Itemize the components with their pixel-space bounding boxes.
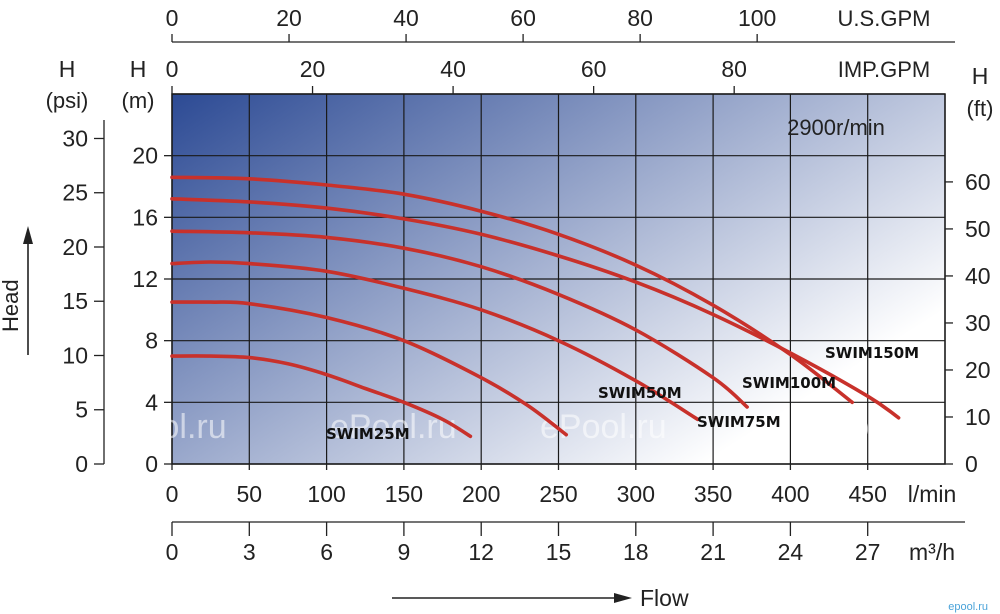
tick-label-ft: 20 (965, 357, 991, 383)
watermark-text: ePool.ru (100, 408, 227, 446)
tick-label-lmin: 200 (462, 481, 500, 507)
tick-label-psi: 25 (62, 180, 88, 206)
tick-label-psi: 10 (62, 342, 88, 368)
curve-swim150m (170, 197, 901, 420)
tick-label-lmin: 300 (617, 481, 655, 507)
tick-label-impgpm: 80 (721, 56, 747, 82)
tick-label-psi: 5 (75, 397, 88, 423)
tick-label-m3h: 15 (546, 539, 572, 565)
tick-label-lmin: 350 (694, 481, 732, 507)
tick-label-usgpm: 0 (166, 5, 179, 31)
head-label: Head (0, 279, 23, 332)
curve-swim100m (170, 229, 749, 409)
tick-label-psi: 30 (62, 125, 88, 151)
tick-label-m: 8 (145, 328, 158, 354)
corner-watermark: epool.ru (948, 601, 988, 613)
tick-label-m3h: 3 (243, 539, 256, 565)
curve-unlabeled-5 (170, 175, 854, 405)
tick-label-m: 0 (145, 451, 158, 477)
series-label-swim75m: SWIM75M (697, 413, 781, 431)
curve-swim25m (170, 354, 473, 439)
tick-label-usgpm: 40 (393, 5, 419, 31)
tick-label-usgpm: 80 (627, 5, 653, 31)
tick-label-lmin: 450 (849, 481, 887, 507)
axis-title-m: H (130, 56, 147, 82)
series-label-swim50m: SWIM50M (598, 384, 682, 402)
tick-label-usgpm: 100 (738, 5, 776, 31)
tick-label-m3h: 0 (166, 539, 179, 565)
tick-label-lmin: 50 (237, 481, 263, 507)
tick-label-ft: 50 (965, 216, 991, 242)
tick-label-usgpm: 60 (510, 5, 536, 31)
tick-label-usgpm: 20 (276, 5, 302, 31)
axis-title-psi: H (59, 56, 76, 82)
tick-label-m3h: 27 (855, 539, 881, 565)
tick-label-impgpm: 20 (300, 56, 326, 82)
tick-label-m3h: 24 (778, 539, 804, 565)
tick-label-m: 16 (132, 204, 158, 230)
tick-label-m: 20 (132, 143, 158, 169)
flow-label: Flow (640, 585, 689, 611)
series-label-swim25m: SWIM25M (326, 425, 410, 443)
curve-swim75m (170, 260, 700, 422)
tick-label-m3h: 12 (468, 539, 494, 565)
axis-unit-m: (m) (122, 88, 155, 113)
tick-label-ft: 40 (965, 263, 991, 289)
speed-label: 2900r/min (787, 115, 885, 140)
tick-label-m: 12 (132, 266, 158, 292)
tick-label-m: 4 (145, 389, 158, 415)
axis-unit-impgpm: IMP.GPM (838, 57, 931, 82)
tick-label-lmin: 400 (771, 481, 809, 507)
tick-label-m3h: 18 (623, 539, 649, 565)
tick-label-psi: 20 (62, 234, 88, 260)
axis-unit-usgpm: U.S.GPM (838, 6, 931, 31)
tick-label-psi: 0 (75, 451, 88, 477)
axis-unit-psi: (psi) (46, 88, 89, 113)
tick-label-m3h: 6 (320, 539, 333, 565)
tick-label-impgpm: 60 (581, 56, 607, 82)
tick-label-ft: 0 (965, 451, 978, 477)
watermark-text: ePool.ru (0, 408, 87, 446)
tick-label-m3h: 21 (700, 539, 726, 565)
flow-arrow-head (614, 593, 632, 603)
watermark-text: ePool.ru (540, 408, 667, 446)
tick-label-psi: 15 (62, 288, 88, 314)
head-arrow-head (23, 226, 33, 244)
tick-label-lmin: 150 (385, 481, 423, 507)
tick-label-ft: 30 (965, 310, 991, 336)
tick-label-lmin: 0 (166, 481, 179, 507)
series-label-swim150m: SWIM150M (825, 344, 919, 362)
labels: 2900r/min Flow Head SWIM25M SWIM50M SWIM75M SW… (0, 115, 988, 613)
axis-title-ft: H (972, 63, 989, 89)
curve-swim50m (170, 300, 568, 437)
axis-unit-ft: (ft) (967, 96, 994, 121)
curves (170, 175, 901, 439)
tick-label-lmin: 250 (539, 481, 577, 507)
series-label-swim100m: SWIM100M (742, 374, 836, 392)
tick-label-ft: 10 (965, 404, 991, 430)
tick-label-impgpm: 40 (440, 56, 466, 82)
axis-unit-lmin: l/min (908, 481, 957, 507)
tick-label-ft: 60 (965, 169, 991, 195)
axis-unit-m3h: m³/h (909, 539, 955, 565)
tick-label-lmin: 100 (307, 481, 345, 507)
tick-label-impgpm: 0 (166, 56, 179, 82)
tick-label-m3h: 9 (398, 539, 411, 565)
watermark-text: ePool.ru (790, 408, 917, 446)
